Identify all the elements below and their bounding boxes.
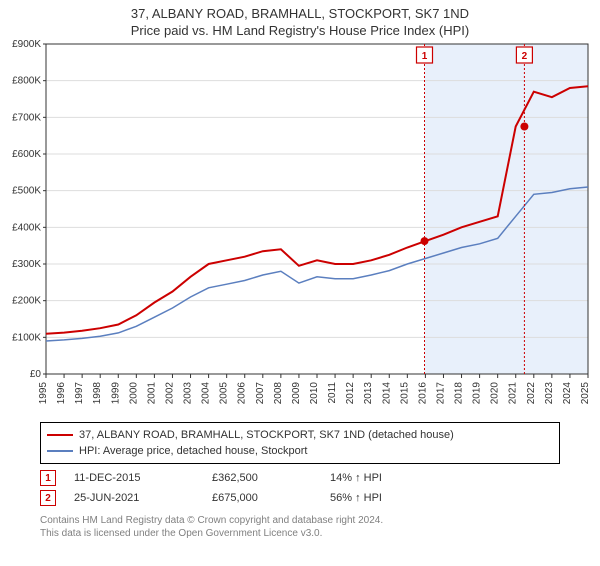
legend-box: 37, ALBANY ROAD, BRAMHALL, STOCKPORT, SK… bbox=[40, 422, 560, 464]
legend-row: HPI: Average price, detached house, Stoc… bbox=[47, 443, 553, 459]
svg-text:2: 2 bbox=[522, 51, 528, 62]
svg-text:2008: 2008 bbox=[273, 382, 284, 405]
svg-text:£0: £0 bbox=[30, 369, 42, 380]
svg-text:2020: 2020 bbox=[490, 382, 501, 405]
legend-swatch-1 bbox=[47, 450, 73, 452]
svg-text:2018: 2018 bbox=[454, 382, 465, 405]
svg-text:2021: 2021 bbox=[508, 382, 519, 405]
legend-label: 37, ALBANY ROAD, BRAMHALL, STOCKPORT, SK… bbox=[79, 429, 454, 441]
footer-line: Contains HM Land Registry data © Crown c… bbox=[40, 514, 560, 527]
svg-text:1997: 1997 bbox=[74, 382, 85, 405]
svg-text:2010: 2010 bbox=[309, 382, 320, 405]
svg-text:2009: 2009 bbox=[291, 382, 302, 405]
legend-label: HPI: Average price, detached house, Stoc… bbox=[79, 445, 308, 457]
sale-pct: 56% ↑ HPI bbox=[330, 492, 430, 504]
sale-marker-icon: 1 bbox=[40, 470, 56, 486]
svg-text:2022: 2022 bbox=[526, 382, 537, 405]
svg-text:2023: 2023 bbox=[544, 382, 555, 405]
chart-title-sub: Price paid vs. HM Land Registry's House … bbox=[0, 23, 600, 38]
svg-text:£400K: £400K bbox=[12, 222, 41, 233]
svg-text:£100K: £100K bbox=[12, 332, 41, 343]
svg-text:2001: 2001 bbox=[146, 382, 157, 405]
sale-row: 2 25-JUN-2021 £675,000 56% ↑ HPI bbox=[40, 488, 560, 508]
svg-text:£200K: £200K bbox=[12, 296, 41, 307]
sale-pct: 14% ↑ HPI bbox=[330, 472, 430, 484]
legend-row: 37, ALBANY ROAD, BRAMHALL, STOCKPORT, SK… bbox=[47, 427, 553, 443]
sale-price: £362,500 bbox=[212, 472, 312, 484]
svg-text:2004: 2004 bbox=[201, 382, 212, 405]
svg-text:£700K: £700K bbox=[12, 112, 41, 123]
svg-text:2003: 2003 bbox=[183, 382, 194, 405]
svg-text:1: 1 bbox=[422, 51, 428, 62]
footer-attribution: Contains HM Land Registry data © Crown c… bbox=[40, 514, 560, 540]
sale-price: £675,000 bbox=[212, 492, 312, 504]
svg-text:2015: 2015 bbox=[399, 382, 410, 405]
svg-text:2000: 2000 bbox=[128, 382, 139, 405]
svg-text:£600K: £600K bbox=[12, 149, 41, 160]
svg-text:1995: 1995 bbox=[38, 382, 49, 405]
svg-text:£500K: £500K bbox=[12, 186, 41, 197]
svg-text:2025: 2025 bbox=[580, 382, 591, 405]
sales-table: 1 11-DEC-2015 £362,500 14% ↑ HPI 2 25-JU… bbox=[40, 468, 560, 508]
svg-text:1998: 1998 bbox=[92, 382, 103, 405]
svg-text:1999: 1999 bbox=[110, 382, 121, 405]
sale-row: 1 11-DEC-2015 £362,500 14% ↑ HPI bbox=[40, 468, 560, 488]
svg-text:2013: 2013 bbox=[363, 382, 374, 405]
svg-text:£300K: £300K bbox=[12, 259, 41, 270]
price-line-chart: £0 £100K £200K £300K £400K £500K £600K £700K £80… bbox=[0, 38, 600, 418]
svg-text:2011: 2011 bbox=[327, 382, 338, 404]
svg-text:1996: 1996 bbox=[56, 382, 67, 405]
legend-swatch-0 bbox=[47, 434, 73, 436]
svg-text:£900K: £900K bbox=[12, 39, 41, 50]
svg-text:2017: 2017 bbox=[435, 382, 446, 405]
svg-text:2006: 2006 bbox=[237, 382, 248, 405]
svg-text:2024: 2024 bbox=[562, 382, 573, 405]
sale-marker-icon: 2 bbox=[40, 490, 56, 506]
footer-line: This data is licensed under the Open Gov… bbox=[40, 527, 560, 540]
svg-text:2005: 2005 bbox=[219, 382, 230, 405]
svg-text:2016: 2016 bbox=[417, 382, 428, 405]
svg-text:£800K: £800K bbox=[12, 76, 41, 87]
svg-text:2007: 2007 bbox=[255, 382, 266, 405]
chart-title-main: 37, ALBANY ROAD, BRAMHALL, STOCKPORT, SK… bbox=[0, 6, 600, 21]
sale-date: 11-DEC-2015 bbox=[74, 472, 194, 484]
svg-text:2019: 2019 bbox=[472, 382, 483, 405]
svg-text:2002: 2002 bbox=[164, 382, 175, 405]
svg-text:2012: 2012 bbox=[345, 382, 356, 405]
sale-date: 25-JUN-2021 bbox=[74, 492, 194, 504]
svg-text:2014: 2014 bbox=[381, 382, 392, 405]
